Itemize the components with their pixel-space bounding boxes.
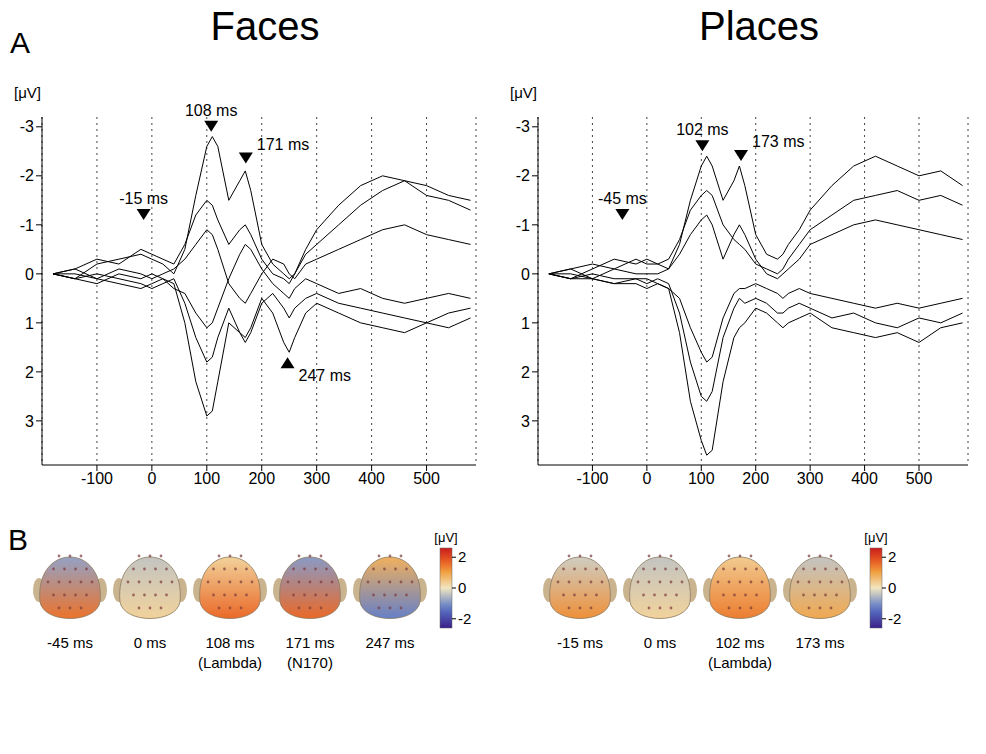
svg-text:0 ms: 0 ms [134,634,167,651]
svg-text:108 ms: 108 ms [185,102,237,119]
svg-text:2: 2 [521,364,530,381]
svg-text:-2: -2 [458,610,471,627]
html-text:[μV]: [μV] [510,84,537,101]
svg-text:0: 0 [888,579,896,596]
svg-text:1: 1 [521,315,530,332]
svg-text:(Lambda): (Lambda) [198,654,262,671]
svg-text:300: 300 [303,470,330,487]
svg-text:-3: -3 [20,118,34,135]
svg-text:1: 1 [25,315,34,332]
svg-text:500: 500 [413,470,440,487]
svg-text:102 ms: 102 ms [676,121,728,138]
svg-text:-2: -2 [516,167,530,184]
html-text:A: A [10,26,30,59]
svg-text:0: 0 [521,266,530,283]
html-text:Places: Places [699,4,819,48]
svg-text:(N170): (N170) [287,654,333,671]
svg-text:2: 2 [25,364,34,381]
svg-text:-15 ms: -15 ms [557,634,603,651]
svg-text:173 ms: 173 ms [752,133,804,150]
svg-text:0: 0 [25,266,34,283]
svg-text:-15 ms: -15 ms [119,190,168,207]
svg-text:-2: -2 [20,167,34,184]
svg-text:-45 ms: -45 ms [47,634,93,651]
svg-text:3: 3 [521,413,530,430]
svg-text:400: 400 [358,470,385,487]
svg-text:200: 200 [248,470,275,487]
svg-text:0: 0 [147,470,156,487]
svg-text:171 ms: 171 ms [257,136,309,153]
svg-text:-2: -2 [888,610,901,627]
svg-text:-45 ms: -45 ms [598,190,647,207]
svg-text:173 ms: 173 ms [795,634,844,651]
svg-text:[μV]: [μV] [864,530,887,545]
html-text:Faces: Faces [210,4,320,48]
svg-text:B: B [8,523,28,556]
svg-text:247 ms: 247 ms [299,367,351,384]
svg-text:-1: -1 [20,217,34,234]
svg-text:102 ms: 102 ms [715,634,764,651]
svg-text:400: 400 [851,470,878,487]
svg-text:-3: -3 [516,118,530,135]
svg-text:171 ms: 171 ms [285,634,334,651]
svg-text:0: 0 [642,470,651,487]
svg-text:-100: -100 [81,470,113,487]
svg-text:100: 100 [193,470,220,487]
svg-text:108 ms: 108 ms [205,634,254,651]
svg-text:300: 300 [797,470,824,487]
svg-text:500: 500 [906,470,933,487]
svg-text:247 ms: 247 ms [365,634,414,651]
svg-text:100: 100 [688,470,715,487]
svg-text:2: 2 [888,548,896,565]
html-text:[μV]: [μV] [14,84,41,101]
svg-text:-1: -1 [516,217,530,234]
svg-text:200: 200 [742,470,769,487]
svg-text:2: 2 [458,548,466,565]
svg-text:-100: -100 [576,470,608,487]
svg-text:3: 3 [25,413,34,430]
svg-text:[μV]: [μV] [434,530,457,545]
svg-text:(Lambda): (Lambda) [708,654,772,671]
svg-text:0 ms: 0 ms [644,634,677,651]
svg-text:0: 0 [458,579,466,596]
